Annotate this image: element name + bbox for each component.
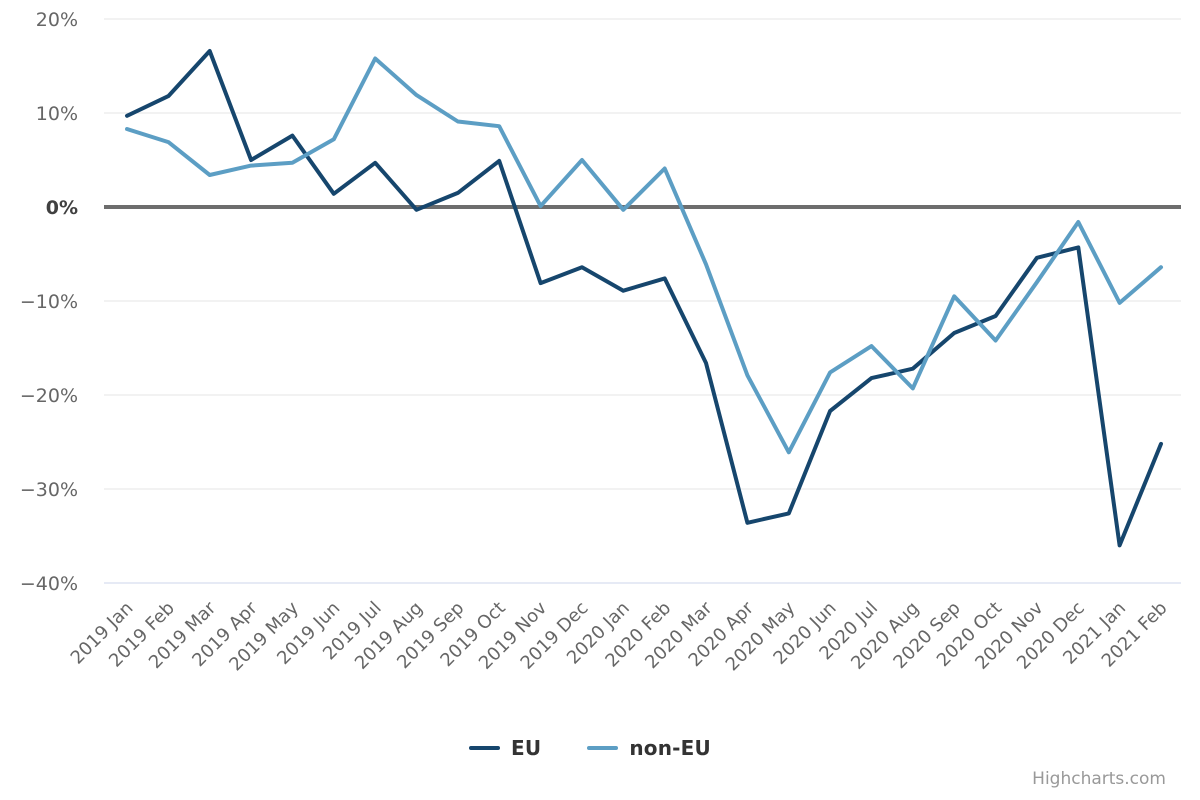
legend-label-non-eu: non-EU	[629, 736, 711, 760]
series-line-non-eu[interactable]	[125, 56, 1163, 455]
y-axis-label: −10%	[20, 291, 78, 313]
series-line-eu[interactable]	[125, 49, 1163, 548]
y-axis-label: −20%	[20, 385, 78, 407]
non-eu-series-swatch	[587, 746, 619, 750]
y-axis-label: 0%	[46, 197, 78, 219]
y-axis-label: −30%	[20, 479, 78, 501]
legend-item-non-eu[interactable]: non-EU	[587, 736, 711, 760]
legend-item-eu[interactable]: EU	[469, 736, 541, 760]
eu-series-swatch	[469, 746, 501, 750]
y-axis-label: −40%	[20, 573, 78, 595]
y-axis-label: 10%	[36, 103, 78, 125]
legend-label-eu: EU	[511, 736, 542, 760]
y-axis-label: 20%	[36, 9, 78, 31]
highcharts-credit[interactable]: Highcharts.com	[1032, 769, 1166, 789]
legend: EU non-EU	[0, 730, 1180, 766]
